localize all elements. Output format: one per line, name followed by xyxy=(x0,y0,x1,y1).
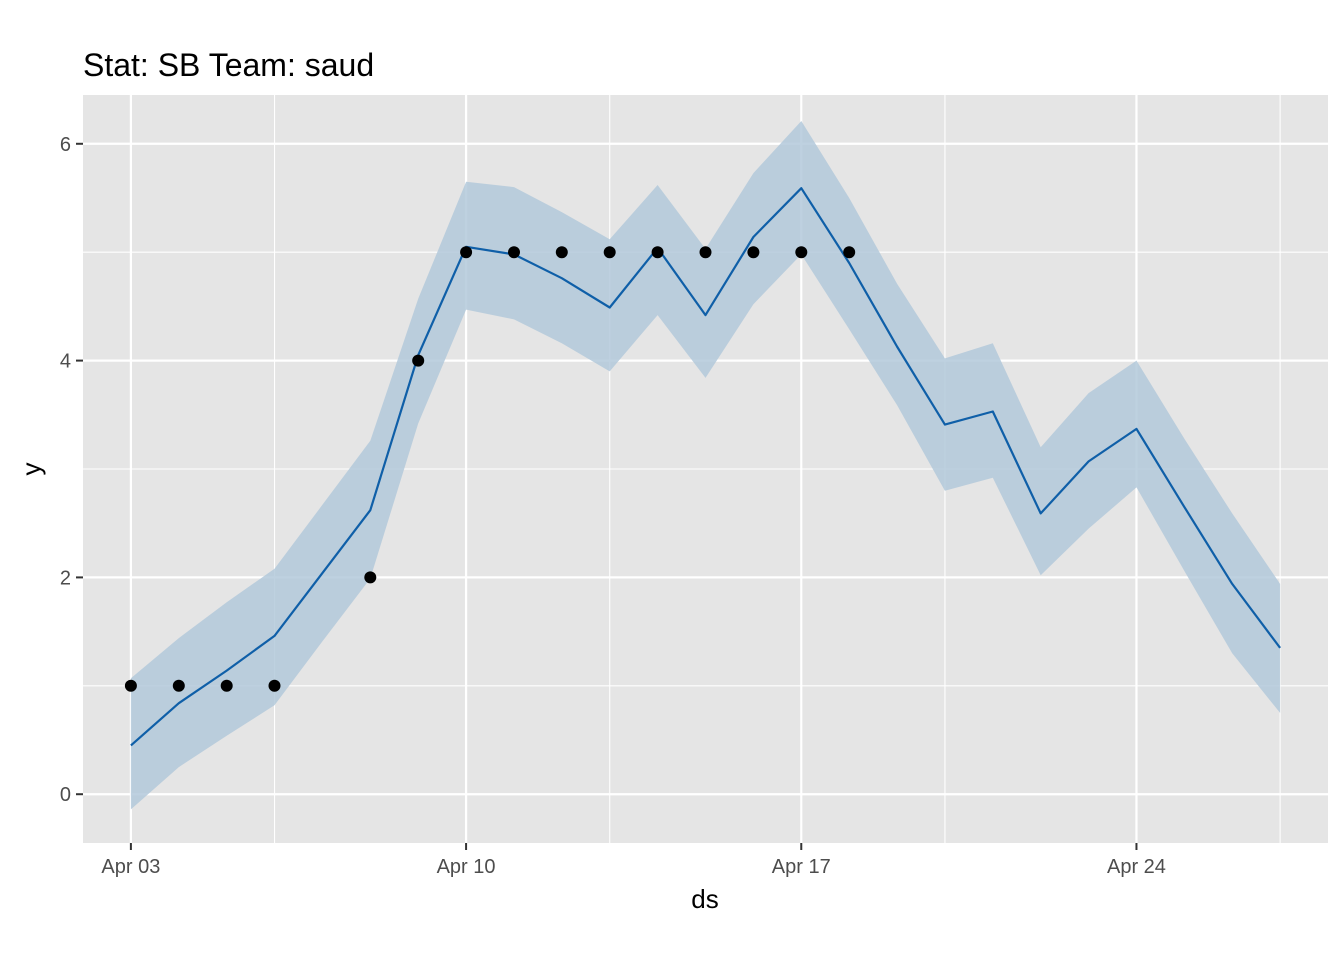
observed-point xyxy=(172,679,185,692)
observed-point xyxy=(268,679,281,692)
y-tick-label: 0 xyxy=(60,784,71,806)
y-tick-label: 4 xyxy=(60,351,71,373)
observed-point xyxy=(555,246,568,259)
forecast-line-layer xyxy=(130,187,1281,747)
observed-point xyxy=(843,246,856,259)
x-tick-label: Apr 10 xyxy=(437,856,496,878)
forecast-line xyxy=(130,187,1281,747)
observed-point xyxy=(795,246,808,259)
y-axis: 0 2 4 6 xyxy=(60,134,83,806)
observed-point xyxy=(460,246,473,259)
observed-point xyxy=(603,246,616,259)
x-tick-label: Apr 03 xyxy=(101,856,160,878)
observed-point xyxy=(747,246,760,259)
observed-point xyxy=(651,246,664,259)
x-tick-label: Apr 24 xyxy=(1107,856,1166,878)
y-tick-label: 6 xyxy=(60,134,71,156)
chart-title: Stat: SB Team: saud xyxy=(83,47,374,83)
uncertainty-band-layer xyxy=(130,121,1281,810)
x-axis-title: ds xyxy=(691,884,718,914)
observed-point xyxy=(412,354,425,367)
observed-point xyxy=(364,571,377,584)
uncertainty-band xyxy=(130,121,1281,810)
observed-point xyxy=(508,246,520,259)
y-axis-title: y xyxy=(16,463,46,476)
observed-point xyxy=(220,679,233,692)
y-tick-label: 2 xyxy=(60,567,71,589)
observed-points-layer xyxy=(124,246,856,692)
observed-point xyxy=(124,679,137,692)
observed-point xyxy=(699,246,712,259)
x-axis: Apr 03 Apr 10 Apr 17 Apr 24 xyxy=(101,843,1166,878)
x-tick-label: Apr 17 xyxy=(772,856,831,878)
